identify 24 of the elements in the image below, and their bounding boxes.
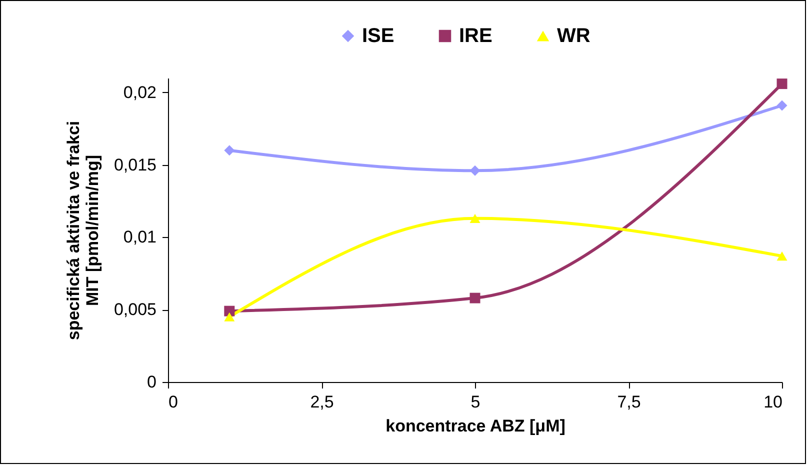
point bbox=[776, 100, 788, 111]
x-tick-label: 0 bbox=[168, 392, 178, 412]
y-tick-label: 0,005 bbox=[114, 300, 156, 320]
point bbox=[470, 165, 480, 176]
legend-label: IRE bbox=[459, 25, 492, 47]
point bbox=[776, 252, 788, 261]
y-tick-label: 0,02 bbox=[123, 82, 156, 102]
x-tick-label: 2,5 bbox=[310, 392, 334, 412]
point bbox=[224, 145, 235, 156]
point bbox=[470, 214, 480, 223]
point bbox=[224, 312, 235, 322]
x-tick-label: 10 bbox=[764, 392, 782, 412]
legend-label: ISE bbox=[362, 25, 394, 47]
point bbox=[224, 306, 235, 316]
y-tick-label: 0,015 bbox=[114, 155, 156, 174]
y-tick-label: 0,01 bbox=[123, 228, 156, 247]
y-tick-label: 0 bbox=[147, 372, 156, 392]
legend-label: WR bbox=[557, 25, 591, 47]
y-axis-title: specifická aktivita ve frakci MIT [pmol/min/mg] bbox=[64, 120, 102, 340]
point bbox=[776, 78, 788, 90]
point bbox=[470, 292, 480, 304]
x-axis-title: koncentrace ABZ [μM] bbox=[386, 416, 566, 436]
x-tick-label: 7,5 bbox=[617, 392, 641, 412]
x-tick-label: 5 bbox=[470, 392, 480, 412]
